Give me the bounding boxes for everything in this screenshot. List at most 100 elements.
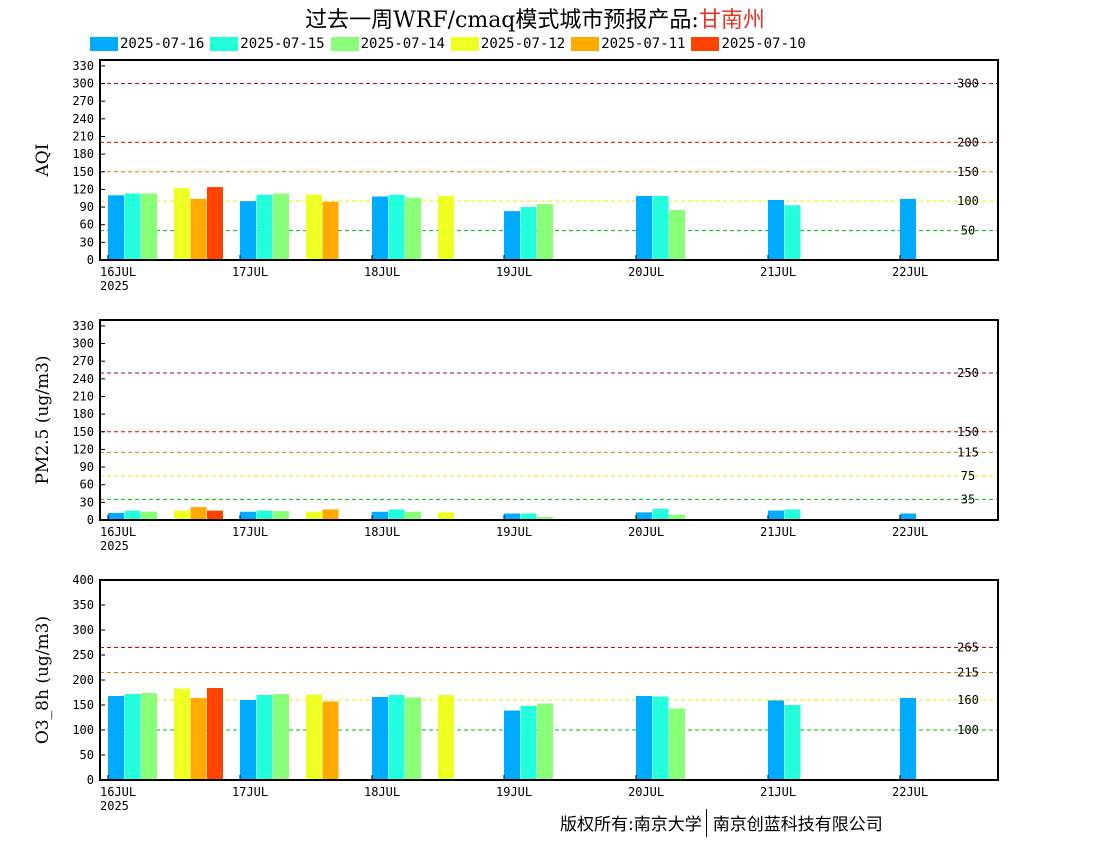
legend-swatch	[691, 37, 720, 51]
bar	[256, 194, 273, 260]
bar	[520, 706, 537, 780]
bar	[124, 694, 141, 780]
bar	[322, 201, 339, 260]
x-tick-label: 19JUL	[496, 785, 532, 799]
bar	[784, 509, 801, 520]
bar	[322, 509, 339, 520]
bar	[405, 697, 421, 780]
copyright-left: 版权所有:南京大学	[560, 815, 702, 835]
bar	[372, 196, 388, 260]
y-tick-label: 180	[72, 407, 94, 421]
bar	[636, 696, 652, 780]
y-axis-label: O3_8h (ug/m3)	[33, 616, 53, 744]
bar	[108, 512, 124, 520]
y-tick-label: 100	[72, 723, 94, 737]
bar	[306, 194, 322, 260]
legend-label: 2025-07-11	[601, 36, 686, 52]
y-tick-label: 150	[72, 698, 94, 712]
bar	[900, 198, 916, 260]
y-tick-label: 350	[72, 598, 94, 612]
x-tick-label: 17JUL	[232, 785, 268, 799]
bar	[438, 512, 454, 520]
x-tick-label: 22JUL	[892, 265, 928, 279]
bar	[207, 510, 223, 520]
bar	[520, 513, 537, 520]
bar	[504, 513, 520, 520]
y-tick-label: 400	[72, 573, 94, 587]
y-tick-label: 120	[72, 182, 94, 196]
bar	[207, 187, 223, 260]
y-tick-label: 240	[72, 112, 94, 126]
bar	[256, 695, 273, 780]
bar	[768, 510, 784, 520]
threshold-label: 265	[957, 641, 979, 655]
bar	[174, 188, 190, 260]
legend: 2025-07-16 2025-07-15 2025-07-14 2025-07-12…	[90, 35, 806, 53]
x-tick-label: 16JUL	[100, 265, 136, 279]
y-tick-label: 210	[72, 129, 94, 143]
x-tick-label: 18JUL	[364, 525, 400, 539]
x-tick-label: 16JUL	[100, 785, 136, 799]
threshold-label: 150	[957, 425, 979, 439]
y-axis-label: PM2.5 (ug/m3)	[33, 355, 53, 484]
y-tick-label: 0	[87, 773, 94, 787]
threshold-label: 150	[957, 165, 979, 179]
bar	[652, 696, 669, 780]
y-tick-label: 180	[72, 147, 94, 161]
y-tick-label: 300	[72, 337, 94, 351]
y-tick-label: 30	[80, 495, 94, 509]
y-tick-label: 30	[80, 235, 94, 249]
legend-swatch	[210, 37, 239, 51]
bar	[900, 513, 916, 520]
bar	[273, 694, 289, 780]
bar	[141, 693, 157, 780]
x-year-label: 2025	[100, 799, 129, 813]
bar	[372, 511, 388, 520]
bar	[306, 694, 322, 780]
y-tick-label: 250	[72, 648, 94, 662]
x-tick-label: 21JUL	[760, 265, 796, 279]
threshold-label: 50	[961, 224, 975, 238]
copyright-footer: 版权所有:南京大学 南京创蓝科技有限公司	[560, 809, 883, 839]
legend-item: 2025-07-10	[691, 36, 806, 52]
bar	[520, 207, 537, 260]
bar	[504, 710, 520, 780]
legend-item: 2025-07-14	[330, 36, 445, 52]
bar	[174, 688, 190, 780]
y-tick-label: 90	[80, 200, 94, 214]
bar	[438, 695, 454, 780]
legend-label: 2025-07-10	[721, 36, 806, 52]
bar	[768, 700, 784, 780]
y-tick-label: 330	[72, 319, 94, 333]
bar	[669, 210, 685, 260]
legend-label: 2025-07-15	[240, 36, 325, 52]
threshold-label: 200	[957, 135, 979, 149]
bar	[273, 193, 289, 260]
y-tick-label: 90	[80, 460, 94, 474]
bar	[669, 514, 685, 520]
x-tick-label: 21JUL	[760, 525, 796, 539]
chart-title: 过去一周WRF/cmaq模式城市预报产品:甘南州	[0, 2, 1070, 34]
legend-swatch	[330, 37, 359, 51]
y-tick-label: 210	[72, 389, 94, 403]
bar	[108, 696, 124, 780]
threshold-label: 100	[957, 194, 979, 208]
bar	[124, 510, 141, 520]
x-tick-label: 20JUL	[628, 525, 664, 539]
y-tick-label: 330	[72, 59, 94, 73]
threshold-label: 215	[957, 666, 979, 680]
bar	[388, 695, 405, 780]
bar	[784, 205, 801, 260]
bar	[372, 697, 388, 780]
bar	[537, 517, 553, 520]
bar	[636, 512, 652, 520]
x-tick-label: 18JUL	[364, 785, 400, 799]
legend-label: 2025-07-12	[480, 36, 566, 52]
bar	[190, 507, 207, 520]
bar	[240, 700, 256, 780]
title-main: 过去一周WRF/cmaq模式城市预报产品:	[305, 8, 699, 33]
y-tick-label: 60	[80, 218, 94, 232]
y-tick-label: 50	[80, 748, 94, 762]
legend-swatch	[450, 37, 479, 51]
